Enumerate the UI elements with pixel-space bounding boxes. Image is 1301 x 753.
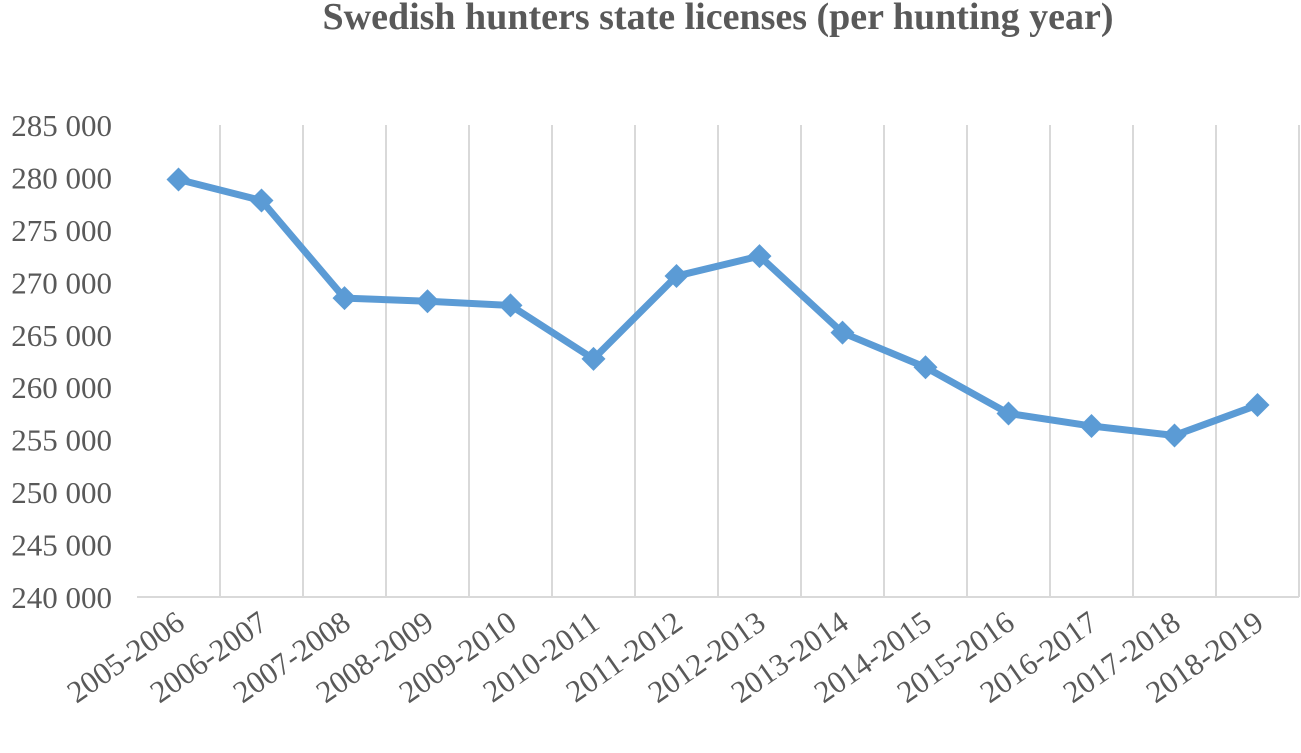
data-point-marker [249,188,274,213]
y-tick-label: 285 000 [11,108,112,143]
x-axis-tick-labels: 2005-20062006-20072007-20082008-20092009… [60,604,1269,710]
y-axis-tick-labels: 240 000 245 000 250 000 255 000 260 000 265 0… [11,108,112,615]
data-point-marker [913,355,938,380]
y-tick-label: 280 000 [11,160,112,195]
gridlines [219,125,1300,597]
data-point-marker [498,293,523,318]
data-point-marker [415,289,440,314]
data-point-marker [747,244,772,269]
series-group [166,167,1270,448]
y-tick-label: 270 000 [11,265,112,300]
y-tick-label: 275 000 [11,213,112,248]
series-line [175,176,1261,439]
data-point-marker [1079,414,1104,439]
data-point-marker [1162,423,1187,448]
data-point-marker [1245,393,1270,418]
y-tick-label: 245 000 [11,528,112,563]
data-point-marker [166,167,191,192]
data-point-marker [664,264,689,289]
data-point-marker [830,320,855,345]
data-point-marker [996,401,1021,426]
y-tick-label: 250 000 [11,475,112,510]
y-tick-label: 265 000 [11,318,112,353]
y-tick-label: 260 000 [11,370,112,405]
data-point-marker [581,346,606,371]
y-tick-label: 255 000 [11,423,112,458]
chart-title: Swedish hunters state licenses (per hunt… [323,0,1114,38]
y-tick-label: 240 000 [11,580,112,615]
data-point-marker [332,286,357,311]
